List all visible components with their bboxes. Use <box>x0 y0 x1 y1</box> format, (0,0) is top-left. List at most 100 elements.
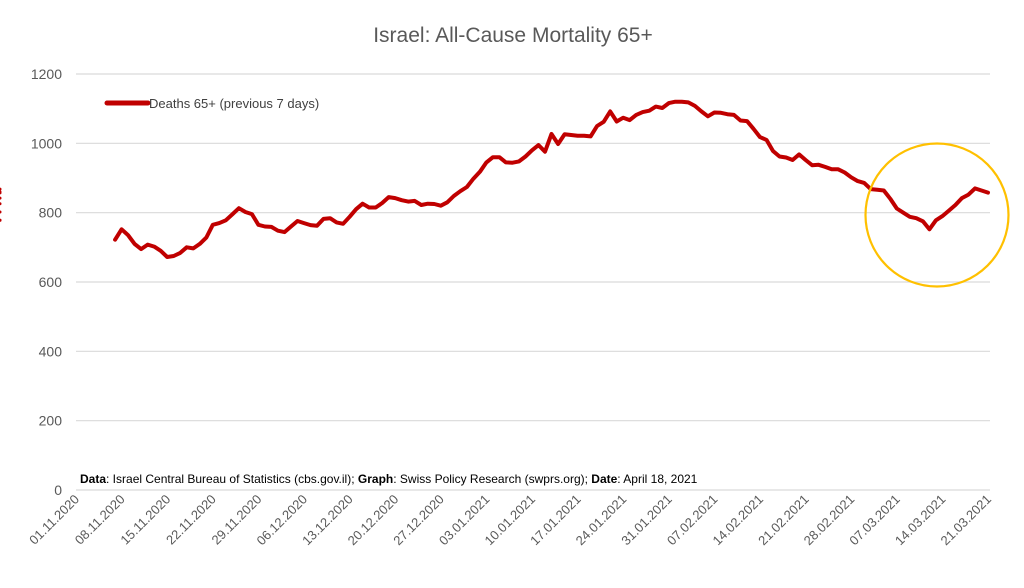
y-tick-label: 1000 <box>31 135 62 151</box>
data-point <box>947 209 951 213</box>
data-point <box>367 206 371 209</box>
data-point <box>849 175 853 179</box>
data-point <box>804 158 808 162</box>
data-point <box>563 132 567 136</box>
data-point <box>888 197 892 201</box>
data-point <box>120 227 124 231</box>
data-point <box>419 203 423 207</box>
data-point <box>797 152 801 156</box>
data-point <box>146 243 150 247</box>
y-tick-label: 200 <box>39 413 63 429</box>
data-point <box>524 155 527 158</box>
data-point <box>953 203 957 207</box>
footer-graph-text: : Swiss Policy Research (swprs.org); <box>393 472 591 486</box>
data-point <box>204 236 208 240</box>
data-point <box>784 156 788 159</box>
data-point <box>348 215 352 219</box>
data-point <box>914 216 918 220</box>
data-point <box>895 207 899 210</box>
data-point <box>413 199 417 203</box>
data-point <box>471 177 475 181</box>
data-point <box>406 200 410 204</box>
data-point <box>550 132 553 136</box>
data-point <box>374 206 378 209</box>
data-point <box>185 245 189 249</box>
data-point <box>504 160 508 164</box>
data-point <box>0 210 2 214</box>
data-point <box>0 190 2 194</box>
data-point <box>980 189 983 192</box>
data-point <box>445 200 449 204</box>
data-point <box>927 227 931 231</box>
data-point <box>693 104 697 108</box>
data-point <box>263 225 267 228</box>
data-point <box>296 219 299 223</box>
data-point <box>335 220 339 224</box>
data-point <box>478 170 482 174</box>
data-point <box>172 254 176 258</box>
data-point <box>511 161 514 165</box>
data-point <box>901 211 905 215</box>
series-layer <box>0 99 990 259</box>
data-point <box>517 159 521 163</box>
data-point <box>641 110 645 114</box>
data-point <box>752 127 755 131</box>
data-point <box>830 167 834 171</box>
data-point <box>283 230 286 234</box>
data-point <box>256 223 260 227</box>
data-point <box>843 171 847 174</box>
y-tick-label: 1200 <box>31 66 62 82</box>
footer-data-label: Data <box>80 472 106 486</box>
data-point <box>341 222 345 226</box>
data-point <box>686 100 690 104</box>
data-point <box>719 111 723 115</box>
data-point <box>491 155 495 159</box>
data-point <box>673 100 677 104</box>
data-point <box>725 112 729 116</box>
data-point <box>758 135 762 139</box>
data-point <box>882 189 886 192</box>
data-point <box>393 196 397 200</box>
data-point <box>608 109 612 113</box>
data-point <box>243 210 247 214</box>
data-point <box>862 181 866 185</box>
data-point <box>439 204 443 208</box>
y-tick-label: 800 <box>39 205 63 221</box>
data-point <box>0 202 2 206</box>
data-point <box>465 185 469 189</box>
data-point <box>778 155 781 158</box>
data-point <box>934 218 938 222</box>
data-point <box>875 188 879 192</box>
data-point <box>836 167 840 171</box>
data-point <box>152 245 156 249</box>
y-tick-label: 0 <box>54 482 62 498</box>
data-point <box>986 191 990 195</box>
y-tick-label: 400 <box>39 343 63 359</box>
footer-date-label: Date <box>591 472 617 486</box>
data-point <box>309 223 312 227</box>
data-point <box>458 189 462 193</box>
data-point <box>191 246 195 250</box>
data-point <box>543 150 547 154</box>
footer-data-text: : Israel Central Bureau of Statistics (c… <box>106 472 358 486</box>
data-point <box>452 194 456 198</box>
data-point <box>165 255 169 259</box>
data-point <box>615 120 619 123</box>
data-point <box>634 113 638 117</box>
data-point <box>595 124 599 128</box>
data-point <box>237 206 241 210</box>
data-point <box>791 158 795 162</box>
data-point <box>0 187 2 191</box>
data-point <box>126 233 130 237</box>
data-point <box>739 119 742 122</box>
data-point <box>537 143 540 147</box>
chart-title: Israel: All-Cause Mortality 65+ <box>373 24 653 47</box>
data-point <box>621 116 625 120</box>
data-point <box>159 249 163 253</box>
data-point <box>224 218 228 222</box>
data-point <box>380 201 384 205</box>
data-point <box>276 229 280 233</box>
data-point <box>322 217 325 221</box>
data-point <box>817 163 821 167</box>
